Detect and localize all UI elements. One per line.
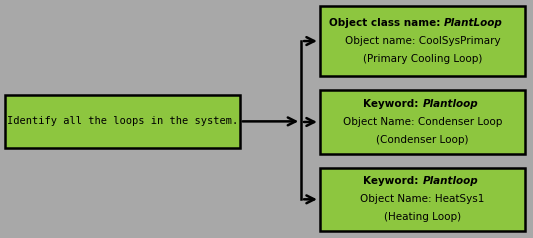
- FancyBboxPatch shape: [320, 168, 525, 231]
- Text: Keyword:: Keyword:: [364, 176, 422, 187]
- Text: Object Name: HeatSys1: Object Name: HeatSys1: [360, 194, 484, 204]
- Text: Object name: CoolSysPrimary: Object name: CoolSysPrimary: [345, 36, 500, 46]
- Text: Plantloop: Plantloop: [422, 176, 478, 187]
- Text: Plantloop: Plantloop: [422, 99, 478, 109]
- Text: Keyword:: Keyword:: [364, 99, 422, 109]
- Text: PlantLoop: PlantLoop: [443, 18, 503, 28]
- Text: Object class name: PlantLoop: Object class name: PlantLoop: [0, 237, 1, 238]
- FancyBboxPatch shape: [320, 6, 525, 76]
- FancyBboxPatch shape: [320, 90, 525, 154]
- Text: Identify all the loops in the system.: Identify all the loops in the system.: [7, 116, 238, 126]
- Text: (Primary Cooling Loop): (Primary Cooling Loop): [363, 54, 482, 64]
- FancyBboxPatch shape: [5, 95, 240, 148]
- Text: Keyword: Plantloop: Keyword: Plantloop: [0, 237, 1, 238]
- Text: Keyword: Plantloop: Keyword: Plantloop: [0, 237, 1, 238]
- Text: (Heating Loop): (Heating Loop): [384, 212, 461, 222]
- Text: (Condenser Loop): (Condenser Loop): [376, 135, 469, 145]
- Text: Object Name: Condenser Loop: Object Name: Condenser Loop: [343, 117, 502, 127]
- Text: Object class name:: Object class name:: [329, 18, 443, 28]
